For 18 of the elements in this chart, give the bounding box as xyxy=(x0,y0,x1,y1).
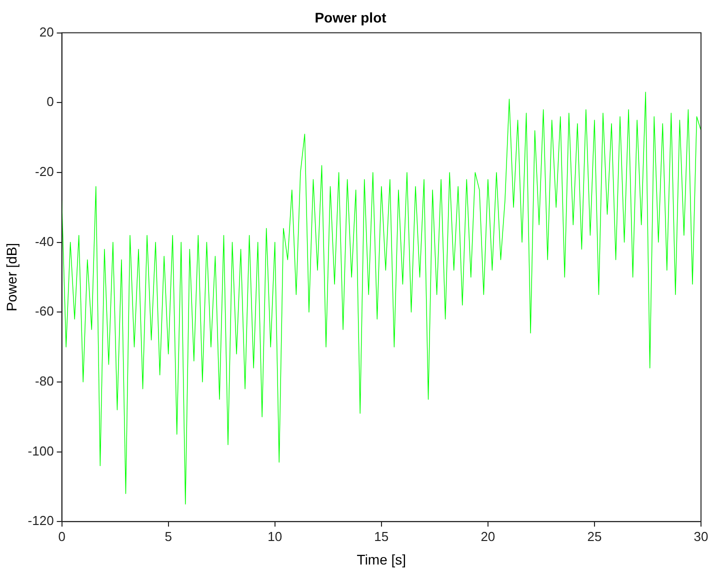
y-tick-label: -80 xyxy=(35,374,54,389)
y-tick-label: 0 xyxy=(46,94,54,110)
y-tick-label: -100 xyxy=(28,443,54,458)
y-tick-label: -40 xyxy=(35,234,54,249)
x-tick-label: 5 xyxy=(164,528,172,544)
x-tick-label: 30 xyxy=(694,528,708,544)
y-tick-label: 20 xyxy=(39,24,54,40)
x-tick-label: 10 xyxy=(268,528,282,544)
y-tick-label: -60 xyxy=(35,304,54,319)
x-tick-label: 15 xyxy=(374,528,389,544)
x-tick-label: 25 xyxy=(587,528,602,544)
y-axis-title: Power [dB] xyxy=(3,242,20,312)
x-axis-title: Time [s] xyxy=(356,551,406,568)
x-tick-label: 0 xyxy=(58,528,66,544)
y-tick-label: -20 xyxy=(35,164,54,180)
chart-title: Power plot xyxy=(314,9,387,26)
y-tick-label: -120 xyxy=(28,513,54,528)
x-tick-label: 20 xyxy=(480,528,496,544)
